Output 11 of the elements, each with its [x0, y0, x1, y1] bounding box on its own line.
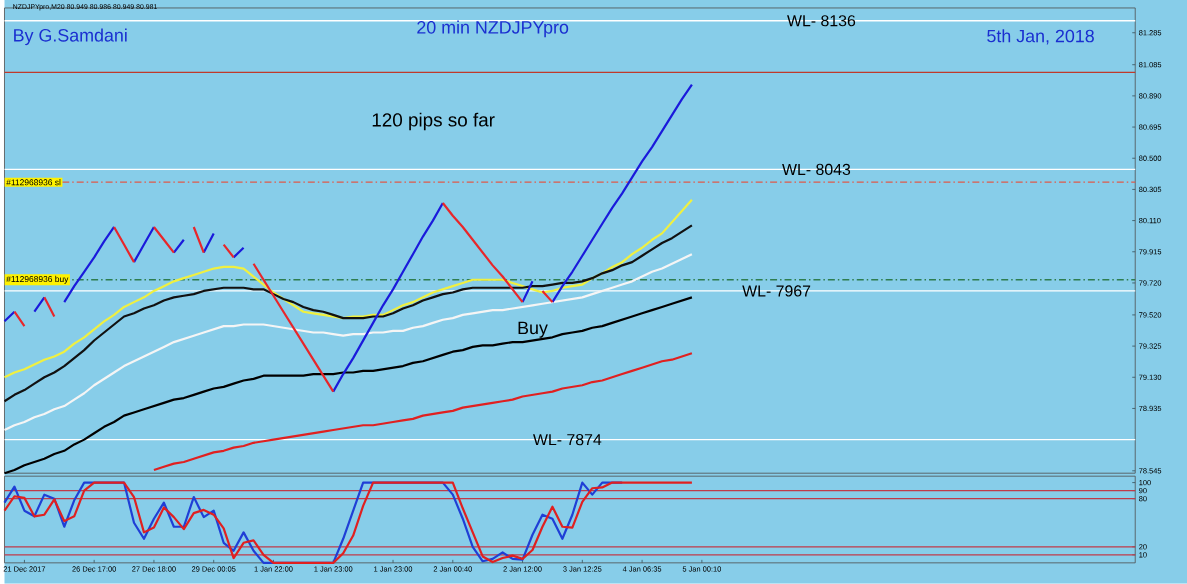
ref-line-label: WL- 7967: [742, 285, 811, 297]
ref-line-label: WL- 8043: [782, 163, 851, 176]
annotation: Buy: [518, 321, 548, 338]
ref-line-label: WL- 7874: [533, 434, 602, 446]
ref-line-label: WL- 8136: [787, 15, 856, 27]
ref-line-label: #112968936 buy: [6, 275, 69, 284]
annotation: 120 pips so far: [372, 112, 495, 131]
ref-line-label: #112968936 sl: [6, 179, 61, 186]
text: 5th Jan, 2018: [987, 29, 1094, 45]
annotation: By G.Samdani: [14, 28, 127, 46]
text: 20 min NZDJPYpro: [417, 20, 569, 38]
